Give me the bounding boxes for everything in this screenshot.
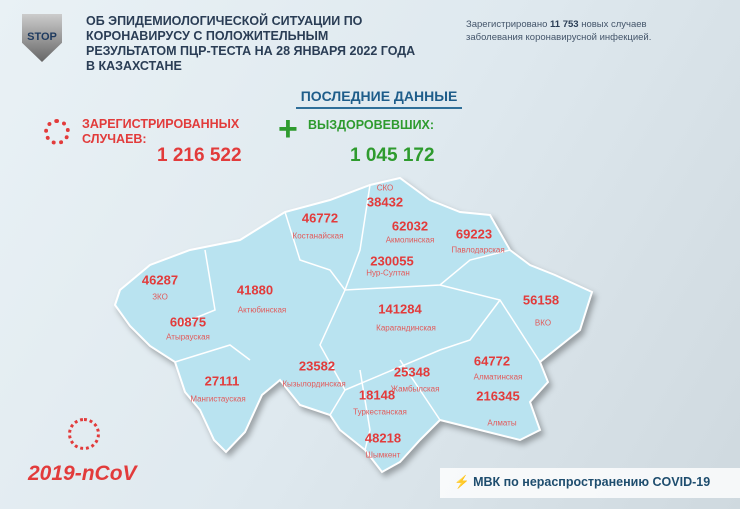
plus-icon: +	[278, 110, 298, 148]
region-value: 60875	[169, 314, 207, 330]
region-value: 41880	[236, 282, 274, 298]
region-value: 18148	[358, 387, 396, 403]
region-name: Актюбинская	[237, 305, 287, 315]
recovered-value: 1 045 172	[350, 145, 435, 166]
latest-data-heading: ПОСЛЕДНИЕ ДАННЫЕ	[296, 88, 462, 109]
region-value: 38432	[366, 194, 404, 210]
region-value: 216345	[476, 388, 520, 404]
region-name: Нур-Султан	[366, 268, 410, 278]
region-value: 141284	[378, 301, 422, 317]
region-name: Атырауская	[166, 332, 210, 342]
region-value: 56158	[522, 292, 560, 308]
region-name: ВКО	[534, 318, 552, 328]
region-name: Кызылординская	[282, 379, 346, 389]
region-value: 64772	[473, 353, 511, 369]
lightning-icon: ⚡	[454, 475, 470, 489]
region-value: 69223	[455, 226, 493, 242]
recovered-label: ВЫЗДОРОВЕВШИХ:	[308, 118, 435, 132]
region-name: Туркестанская	[353, 407, 407, 417]
region-value: 23582	[298, 358, 336, 374]
region-value: 25348	[393, 364, 431, 380]
region-value: 27111	[204, 373, 240, 389]
region-value: 46287	[141, 272, 179, 288]
region-name: Алматинская	[473, 372, 523, 382]
region-name: СКО	[376, 183, 394, 193]
region-value: 62032	[391, 218, 429, 234]
page-title: ОБ ЭПИДЕМИОЛОГИЧЕСКОЙ СИТУАЦИИ ПО КОРОНА…	[86, 14, 416, 73]
region-name: Костанайская	[292, 231, 344, 241]
region-value: 46772	[301, 210, 339, 226]
coronavirus-icon	[68, 418, 100, 450]
region-value: 230055	[370, 253, 414, 269]
region-name: Шымкент	[365, 450, 401, 460]
registered-value: 1 216 522	[157, 145, 242, 166]
region-name: Алматы	[487, 418, 517, 428]
region-name: ЗКО	[152, 292, 168, 302]
region-value: 48218	[364, 430, 402, 446]
new-cases-note: Зарегистрировано 11 753 новых случаев за…	[466, 19, 652, 43]
mvk-banner: ⚡ МВК по нераспространению COVID-19	[440, 468, 740, 498]
region-name: Мангистауская	[190, 394, 246, 404]
region-borders	[174, 184, 541, 451]
registered-label: ЗАРЕГИСТРИРОВАННЫХ СЛУЧАЕВ:	[82, 117, 240, 146]
region-name: Павлодарская	[451, 245, 505, 255]
region-name: Карагандинская	[376, 323, 436, 333]
ncov-label: 2019-nCoV	[28, 462, 137, 485]
region-name: Жамбылская	[390, 384, 440, 394]
region-name: Акмолинская	[385, 235, 435, 245]
virus-icon	[44, 119, 70, 145]
map-outline	[113, 176, 594, 474]
